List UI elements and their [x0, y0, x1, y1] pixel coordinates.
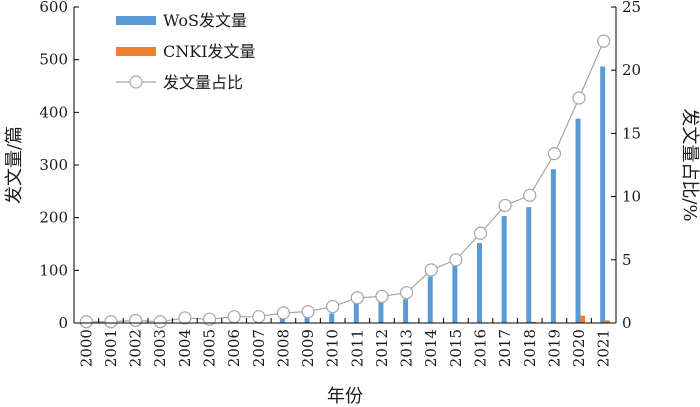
share-point: [252, 310, 266, 324]
legend-label: CNKI发文量: [163, 42, 256, 61]
share-point: [153, 315, 167, 329]
right-tick-label: 20: [622, 61, 641, 79]
share-point: [523, 188, 537, 202]
bar: [353, 302, 359, 323]
plot-area: [79, 34, 611, 329]
x-tick-label: 2016: [472, 329, 490, 367]
x-tick-label: 2002: [127, 329, 145, 367]
bar: [575, 118, 581, 323]
x-tick-label: 2017: [496, 329, 514, 367]
bar: [604, 320, 610, 323]
bar: [526, 207, 532, 323]
share-point: [597, 34, 611, 48]
x-tick-label: 2011: [348, 329, 366, 367]
x-tick-label: 2000: [77, 329, 95, 367]
bar: [304, 316, 310, 323]
left-tick-label: 200: [39, 209, 68, 227]
share-point: [227, 310, 241, 324]
bar: [427, 276, 433, 323]
share-point: [572, 91, 586, 105]
share-point: [424, 263, 438, 277]
share-point: [449, 253, 463, 267]
share-point: [375, 289, 389, 304]
x-tick-label: 2003: [151, 329, 169, 367]
right-y-axis: 0 5 10 15 20 25: [611, 0, 641, 332]
series-cnki-bars: [530, 315, 610, 323]
bar: [279, 317, 285, 323]
left-tick-label: 300: [39, 156, 68, 174]
legend-label: WoS发文量: [163, 11, 247, 30]
left-tick-label: 100: [39, 261, 68, 279]
x-tick-label: 2001: [102, 329, 120, 367]
share-point: [350, 291, 364, 305]
share-point: [326, 299, 340, 314]
right-tick-label: 10: [622, 188, 641, 206]
legend-swatch-marker: [129, 75, 143, 89]
bar: [530, 321, 536, 323]
share-point: [79, 315, 93, 329]
x-tick-label: 2014: [422, 329, 440, 367]
right-tick-label: 25: [622, 0, 641, 16]
left-y-axis-title: 发文量/篇: [4, 126, 25, 204]
legend-swatch: [116, 16, 156, 25]
bar: [452, 266, 458, 323]
left-tick-label: 400: [39, 103, 68, 121]
x-axis: 2000 2001 2002 2003 2004 2005 2006 2007 2008 2009…: [73, 318, 617, 367]
right-tick-label: 0: [622, 314, 632, 332]
right-tick-label: 15: [622, 124, 641, 142]
right-tick-label: 5: [622, 251, 632, 269]
x-tick-label: 2015: [447, 329, 465, 367]
x-tick-label: 2013: [398, 329, 416, 367]
x-tick-label: 2010: [324, 329, 342, 367]
legend-swatch: [116, 47, 156, 56]
series-share-line: [79, 34, 611, 329]
share-point: [301, 305, 315, 319]
right-y-axis-title: 发文量占比/%: [679, 108, 700, 221]
bar: [403, 299, 409, 323]
bar: [477, 242, 482, 323]
left-tick-label: 500: [39, 51, 68, 69]
bar: [329, 313, 335, 323]
x-tick-label: 2007: [250, 329, 268, 367]
share-point: [473, 226, 488, 240]
x-tick-label: 2008: [274, 329, 292, 367]
bar: [378, 300, 384, 323]
bar: [550, 169, 556, 323]
left-tick-label: 600: [39, 0, 68, 16]
share-point: [128, 313, 143, 328]
x-tick-label: 2018: [521, 329, 539, 367]
share-point: [498, 198, 512, 213]
share-point: [178, 311, 192, 325]
left-tick-label: 0: [58, 314, 68, 332]
x-axis-title: 年份: [327, 386, 363, 407]
share-point: [202, 312, 217, 326]
bar: [600, 66, 606, 323]
x-tick-label: 2019: [545, 329, 563, 367]
share-point: [399, 286, 414, 300]
share-point: [104, 315, 118, 329]
bar: [501, 216, 507, 323]
legend-label: 发文量占比: [163, 73, 243, 92]
x-tick-label: 2004: [176, 329, 194, 367]
share-point: [547, 147, 562, 161]
x-tick-label: 2009: [299, 329, 317, 367]
x-tick-label: 2020: [570, 329, 588, 367]
bar: [580, 315, 586, 323]
left-y-axis: 0 100 200 300 400 500 600: [39, 0, 79, 332]
x-tick-label: 2006: [225, 329, 243, 367]
x-tick-label: 2012: [373, 329, 391, 367]
series-wos-bars: [82, 66, 606, 323]
share-point: [276, 306, 291, 320]
x-tick-label: 2005: [201, 329, 219, 367]
x-tick-label: 2021: [595, 329, 613, 367]
